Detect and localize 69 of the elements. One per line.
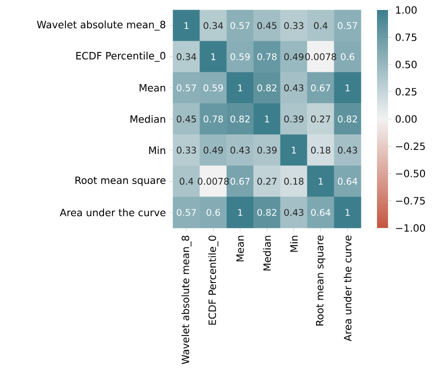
x-tick-label: Median (263, 236, 271, 270)
data-label: 0.34 (176, 53, 196, 60)
data-label: 0.67 (230, 178, 250, 185)
data-label: 0.43 (338, 146, 358, 154)
data-label: 0.82 (230, 116, 250, 122)
data-label: 0.45 (257, 22, 276, 30)
color-bar-label: 0.50 (396, 60, 417, 68)
data-label: 1 (184, 22, 188, 29)
data-label: 0.45 (176, 116, 196, 122)
x-tick-label: Area under the curve (344, 236, 352, 342)
y-tick-label: Mean (140, 84, 166, 92)
data-label: 0.49 (284, 53, 304, 60)
color-bar-label: −0.75 (396, 196, 425, 205)
color-bar-label: 1.00 (396, 6, 417, 14)
data-label: 0.59 (204, 84, 223, 92)
data-label: 1 (211, 53, 216, 60)
data-label: 1 (318, 178, 323, 185)
y-tick-label: Wavelet absolute mean_8 (36, 20, 166, 31)
data-label: 0.82 (257, 84, 276, 92)
y-tick-label: Median (130, 115, 166, 123)
data-label: 0.0078 (305, 53, 336, 60)
data-label: 0.18 (284, 178, 304, 185)
data-label: 0.82 (338, 116, 357, 122)
data-label: 0.64 (311, 208, 330, 216)
data-label: 0.57 (176, 208, 196, 216)
x-tick-label: Mean (236, 236, 244, 262)
data-label: 0.78 (257, 53, 277, 60)
data-label: 0.4 (314, 22, 328, 30)
data-label: 1 (292, 146, 296, 154)
data-label: 0.43 (284, 84, 304, 92)
data-label: 0.43 (284, 208, 304, 216)
data-label: 1 (238, 84, 242, 92)
data-label: 0.43 (230, 146, 250, 154)
data-label: 0.4 (180, 178, 194, 185)
data-label: 0.33 (284, 22, 304, 30)
color-bar-label: 0.25 (396, 88, 416, 96)
data-label: 1 (346, 84, 350, 92)
data-label: 0.59 (230, 53, 250, 60)
data-label: 0.6 (206, 208, 220, 216)
data-label: 0.57 (338, 22, 358, 30)
data-label: 0.33 (176, 146, 196, 154)
data-label: 0.34 (204, 22, 224, 30)
data-label: 0.39 (284, 116, 304, 122)
data-label: 0.64 (338, 178, 358, 185)
data-label: 0.78 (204, 116, 223, 122)
data-label: 0.49 (204, 146, 223, 154)
color-bar-label: −0.50 (396, 170, 426, 178)
color-bar-label: −0.25 (396, 142, 425, 150)
x-tick-label: Min (290, 236, 298, 252)
y-tick-label: Min (149, 146, 166, 154)
data-label: 0.67 (311, 84, 330, 92)
data-label: 0.57 (176, 84, 196, 92)
data-label: 0.27 (257, 178, 276, 185)
data-label: 0.18 (311, 146, 330, 154)
color-bar-label: 0.00 (396, 115, 417, 123)
y-tick-label: Root mean square (76, 176, 166, 186)
data-label: 1 (265, 116, 270, 122)
data-label: 0.6 (340, 53, 354, 60)
y-tick-label: ECDF Percentile_0 (76, 52, 166, 62)
color-bar-label: 0.75 (396, 33, 416, 42)
data-label: 0.39 (257, 146, 277, 154)
y-tick-label: Area under the curve (60, 208, 166, 216)
data-label: 0.27 (311, 116, 330, 122)
x-tick-label: Root mean square (316, 236, 326, 326)
data-label: 1 (238, 209, 242, 216)
data-label: 1 (346, 209, 350, 216)
data-label: 0.82 (257, 208, 276, 216)
data-label: 0.57 (230, 22, 250, 30)
color-bar-label: −1.00 (396, 224, 426, 232)
